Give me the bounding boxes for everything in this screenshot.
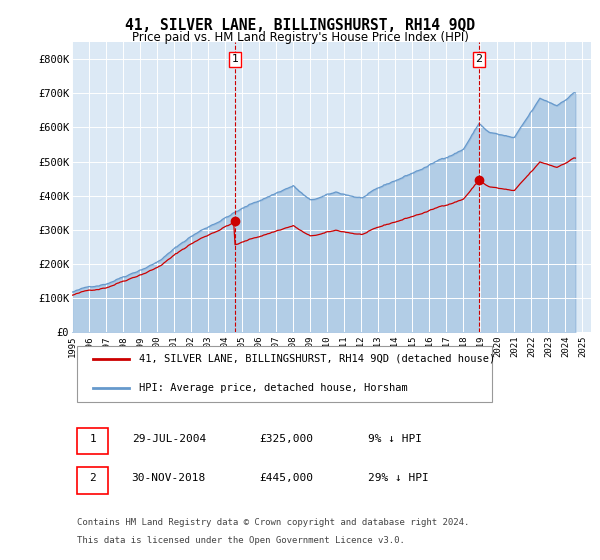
FancyBboxPatch shape [77, 467, 109, 494]
Text: Contains HM Land Registry data © Crown copyright and database right 2024.: Contains HM Land Registry data © Crown c… [77, 519, 470, 528]
Text: Price paid vs. HM Land Registry's House Price Index (HPI): Price paid vs. HM Land Registry's House … [131, 31, 469, 44]
FancyBboxPatch shape [77, 427, 109, 454]
FancyBboxPatch shape [77, 346, 493, 402]
Text: 9% ↓ HPI: 9% ↓ HPI [368, 434, 422, 444]
Text: HPI: Average price, detached house, Horsham: HPI: Average price, detached house, Hors… [139, 382, 408, 393]
Text: 41, SILVER LANE, BILLINGSHURST, RH14 9QD (detached house): 41, SILVER LANE, BILLINGSHURST, RH14 9QD… [139, 354, 496, 364]
Text: 2: 2 [475, 54, 482, 64]
Text: 30-NOV-2018: 30-NOV-2018 [131, 473, 206, 483]
Text: 29% ↓ HPI: 29% ↓ HPI [368, 473, 428, 483]
Text: £445,000: £445,000 [259, 473, 313, 483]
Text: £325,000: £325,000 [259, 434, 313, 444]
Text: 1: 1 [232, 54, 239, 64]
Text: This data is licensed under the Open Government Licence v3.0.: This data is licensed under the Open Gov… [77, 536, 405, 545]
Text: 2: 2 [89, 473, 96, 483]
Text: 29-JUL-2004: 29-JUL-2004 [131, 434, 206, 444]
Text: 1: 1 [89, 434, 96, 444]
Text: 41, SILVER LANE, BILLINGSHURST, RH14 9QD: 41, SILVER LANE, BILLINGSHURST, RH14 9QD [125, 18, 475, 33]
